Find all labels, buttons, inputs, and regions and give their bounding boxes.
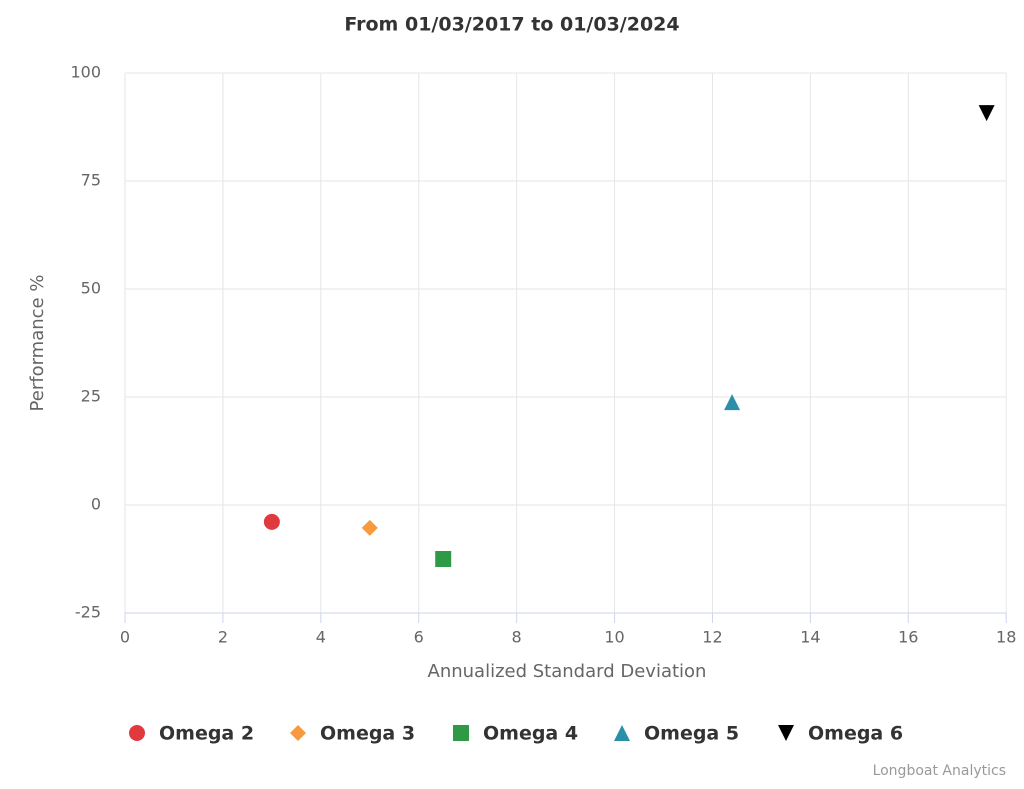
credit: Longboat Analytics [873,763,1006,779]
data-point [724,394,741,411]
x-tick-label: 10 [604,628,624,647]
x-tick-label: 16 [898,628,918,647]
legend-label[interactable]: Omega 6 [808,723,903,745]
data-point [361,519,378,536]
legend-label[interactable]: Omega 3 [320,723,415,745]
y-tick-label: 75 [81,171,101,190]
legend-marker [614,725,630,741]
x-tick-label: 8 [512,628,522,647]
x-tick-label: 2 [218,628,228,647]
y-axis-label: Performance % [27,275,48,412]
x-tick-label: 18 [996,628,1016,647]
y-tick-label: 50 [81,279,101,298]
x-tick-label: 14 [800,628,820,647]
legend-marker [453,725,469,741]
legend-marker [778,725,794,741]
x-tick-label: 6 [414,628,424,647]
data-point [978,105,995,122]
y-tick-label: -25 [75,603,101,622]
legend-marker [290,725,306,741]
y-tick-label: 25 [81,387,101,406]
data-point [435,551,452,567]
y-tick-label: 0 [91,495,101,514]
chart-title: From 01/03/2017 to 01/03/2024 [344,14,679,36]
x-tick-label: 0 [120,628,130,647]
legend-label[interactable]: Omega 2 [159,723,254,745]
y-tick-label: 100 [70,63,101,82]
x-tick-label: 12 [702,628,722,647]
legend-marker [129,725,145,741]
legend-label[interactable]: Omega 5 [644,723,739,745]
x-axis-label: Annualized Standard Deviation [428,661,707,682]
legend-label[interactable]: Omega 4 [483,723,578,745]
x-tick-label: 4 [316,628,326,647]
data-point [263,513,280,530]
